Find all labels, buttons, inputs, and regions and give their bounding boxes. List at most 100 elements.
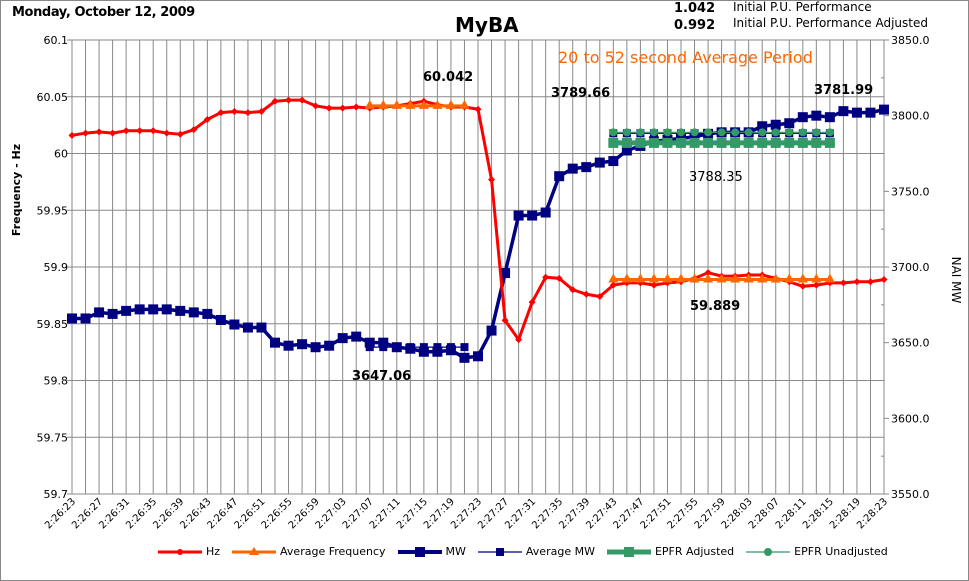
mw-marker	[824, 112, 835, 123]
average-frequency-marker	[797, 273, 808, 283]
mw-marker	[838, 106, 849, 117]
chart-date: Monday, October 12, 2009	[12, 5, 195, 20]
hz-marker	[528, 298, 536, 306]
y-tick-label: 60.1	[44, 34, 69, 47]
hz-marker	[555, 274, 563, 282]
y2-axis-label: NAI MW	[949, 257, 963, 304]
legend-epfr-adjusted: EPFR Adjusted	[606, 545, 734, 558]
y-tick-label: 60.05	[37, 91, 69, 104]
legend-label: MW	[445, 545, 466, 558]
epfr-unadjusted-marker	[731, 128, 740, 137]
legend-label: Hz	[206, 545, 221, 558]
mw-marker	[513, 210, 524, 221]
epfr-unadjusted-marker	[798, 128, 807, 137]
hz-marker	[839, 279, 847, 287]
y2-tick-label: 3550.0	[891, 488, 930, 501]
epfr-adjusted-marker	[716, 137, 727, 148]
y2-tick-label: 3650.0	[891, 337, 930, 350]
hz-marker	[704, 269, 712, 277]
mw-marker	[540, 207, 551, 218]
mw-marker	[94, 307, 105, 318]
legend-mw-swatch	[397, 546, 442, 557]
average-frequency-marker	[635, 273, 646, 283]
y-tick-label: 59.95	[37, 204, 69, 217]
epfr-unadjusted-marker	[785, 128, 794, 137]
hz-marker	[217, 109, 225, 117]
y-tick-label: 59.9	[44, 261, 69, 274]
mw-marker	[432, 346, 443, 357]
mw-marker	[67, 313, 77, 324]
average-frequency-marker	[824, 273, 835, 283]
mw-marker	[337, 333, 348, 344]
mw-marker	[242, 322, 253, 333]
legend-epfradj-swatch	[606, 546, 651, 557]
epfr-adjusted-marker	[757, 137, 768, 148]
epfr-unadjusted-marker	[649, 128, 658, 137]
epfr-unadjusted-marker	[771, 128, 780, 137]
average-frequency-marker	[811, 273, 822, 283]
mw-marker	[473, 351, 483, 362]
annotation-avg-freq-1: 60.042	[423, 70, 474, 85]
mw-marker	[757, 121, 768, 132]
mw-marker	[811, 110, 822, 121]
hz-marker	[569, 286, 577, 294]
hz-marker	[109, 129, 117, 137]
epfr-unadjusted-marker	[677, 128, 685, 137]
legend-epfrunadj-swatch	[746, 547, 791, 556]
annotation-avg-mw-2: 3788.35	[689, 170, 743, 185]
mw-marker	[486, 325, 497, 336]
mw-marker	[148, 304, 159, 315]
average-frequency-marker	[770, 273, 781, 283]
average-frequency-marker	[743, 273, 754, 283]
y2-tick-label: 3800.0	[891, 110, 930, 123]
hz-marker	[82, 129, 90, 137]
average-frequency-marker	[689, 273, 700, 283]
epfr-unadjusted-marker	[609, 128, 618, 137]
annotation-avg-freq-2: 59.889	[690, 299, 741, 314]
epfr-adjusted-marker	[662, 137, 673, 148]
average-frequency-marker	[405, 99, 416, 109]
mw-marker	[229, 319, 240, 330]
hz-marker	[230, 108, 238, 116]
hz-marker	[271, 97, 279, 105]
average-mw-marker	[365, 343, 374, 352]
mw-marker	[865, 107, 876, 118]
hz-marker	[312, 102, 320, 110]
average-frequency-marker	[676, 273, 686, 283]
average-mw-marker	[406, 343, 415, 352]
legend-mw: MW	[397, 545, 466, 558]
epfr-unadjusted-marker	[704, 128, 713, 137]
average-frequency-marker	[378, 99, 389, 109]
y2-tick-label: 3850.0	[891, 34, 930, 47]
average-frequency-marker	[621, 273, 632, 283]
epfr-adjusted-marker	[703, 137, 714, 148]
epfr-adjusted-marker	[743, 137, 754, 148]
average-mw-marker	[379, 343, 388, 352]
annotation-performance-adjusted: Initial P.U. Performance Adjusted	[733, 16, 928, 30]
hz-marker	[95, 128, 103, 136]
average-frequency-marker	[364, 99, 375, 109]
mw-marker	[297, 339, 308, 350]
mw-marker	[351, 331, 362, 342]
mw-marker	[594, 157, 605, 168]
average-frequency-marker	[459, 99, 470, 109]
hz-marker	[244, 109, 252, 117]
average-mw-marker	[392, 343, 401, 352]
y-axis-label: Frequency - Hz	[10, 144, 23, 236]
epfr-adjusted-marker	[635, 137, 646, 148]
hz-marker	[203, 115, 211, 123]
average-frequency-marker	[716, 273, 727, 283]
hz-marker	[596, 293, 604, 301]
annotation-avg-mw-1: 3647.06	[352, 369, 412, 384]
legend-avgfreq-swatch	[232, 546, 277, 555]
hz-marker	[609, 281, 617, 289]
mw-marker	[215, 314, 226, 325]
epfr-adjusted-marker	[770, 137, 781, 148]
hz-marker	[812, 281, 820, 289]
hz-marker	[285, 96, 293, 104]
legend-label: EPFR Unadjusted	[794, 545, 888, 558]
mw-marker	[188, 307, 199, 318]
hz-marker	[488, 176, 496, 184]
mw-marker	[554, 171, 565, 182]
